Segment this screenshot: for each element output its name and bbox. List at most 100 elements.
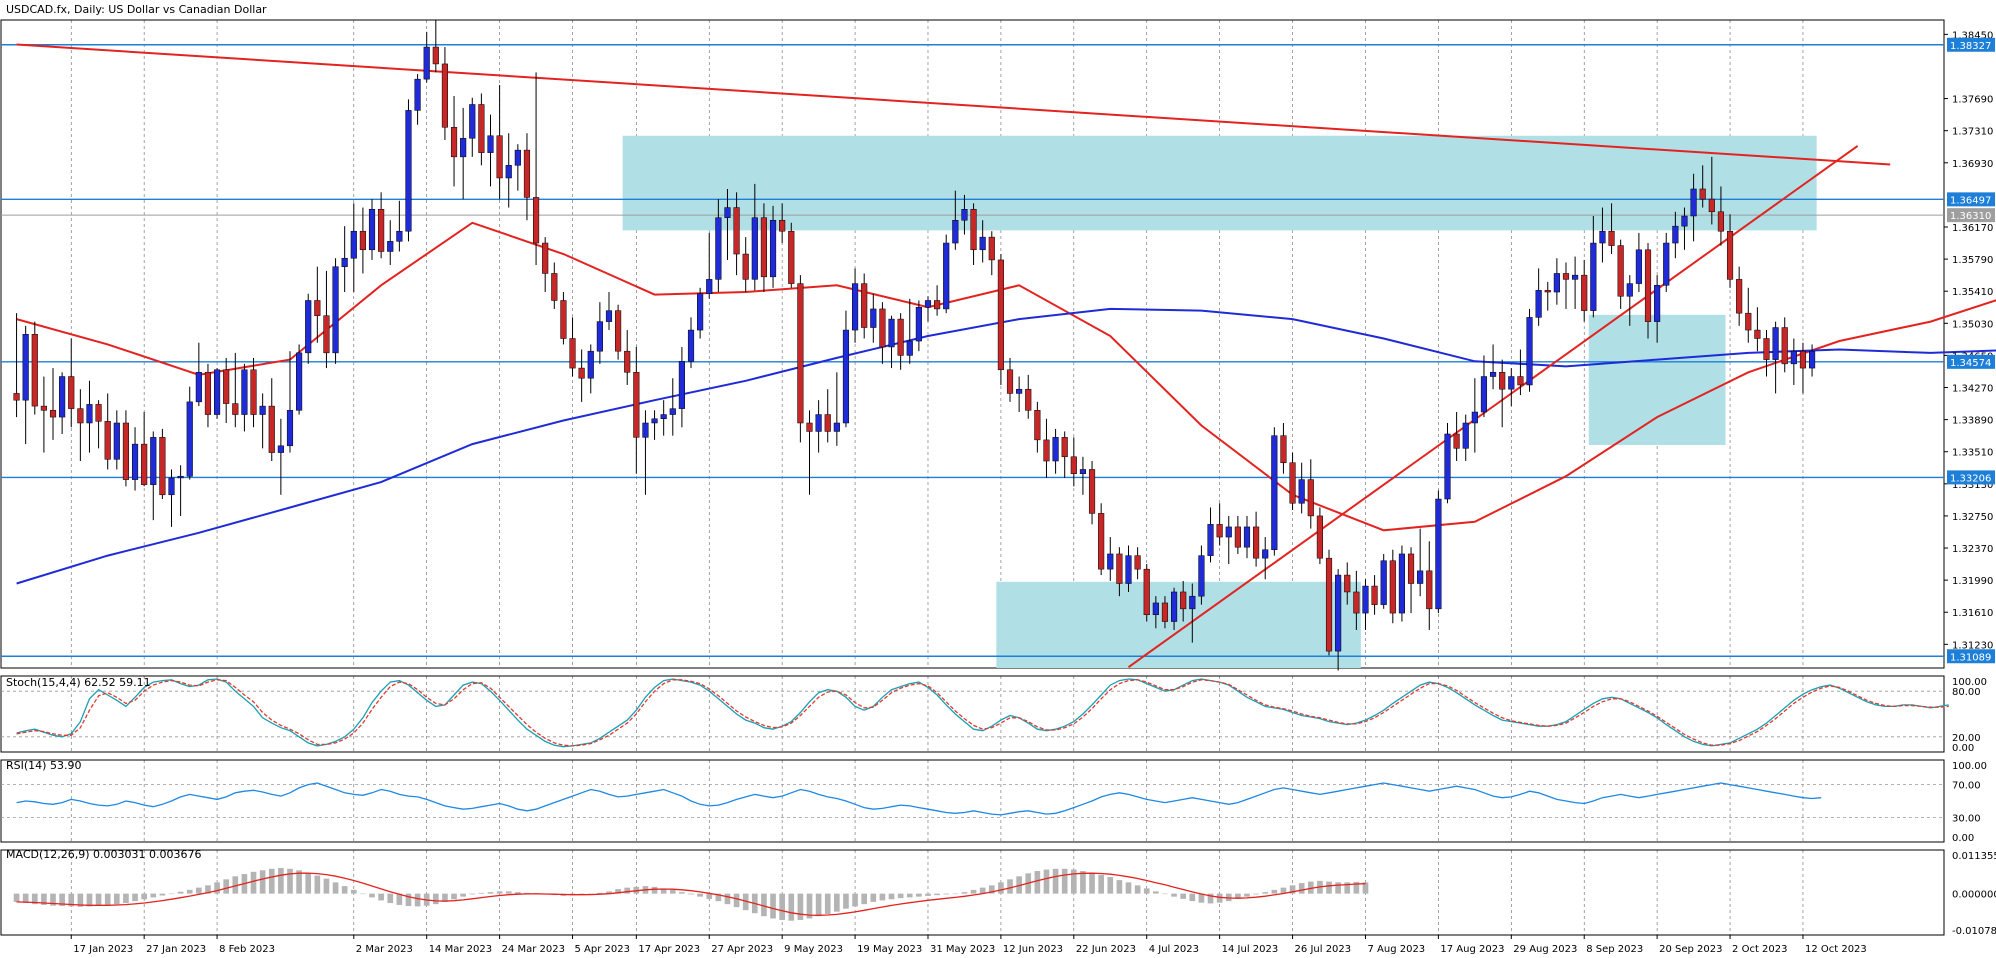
candle-body[interactable]	[1544, 290, 1551, 293]
candle-body[interactable]	[59, 376, 66, 418]
candle-body[interactable]	[1754, 329, 1761, 339]
candle-body[interactable]	[888, 318, 895, 348]
candle-body[interactable]	[779, 219, 786, 232]
candle-body[interactable]	[1344, 574, 1351, 593]
candle-body[interactable]	[1016, 388, 1023, 394]
candle-body[interactable]	[742, 253, 749, 280]
candle-body[interactable]	[168, 477, 175, 496]
candle-body[interactable]	[1280, 435, 1287, 463]
candle-body[interactable]	[797, 283, 804, 424]
candle-body[interactable]	[49, 410, 57, 418]
candle-body[interactable]	[1161, 602, 1169, 622]
candle-body[interactable]	[1070, 456, 1077, 474]
candle-body[interactable]	[1772, 327, 1779, 360]
candle-body[interactable]	[514, 149, 521, 166]
candle-body[interactable]	[1489, 372, 1497, 377]
candle-body[interactable]	[1626, 283, 1633, 297]
candle-body[interactable]	[1061, 437, 1068, 458]
candle-body[interactable]	[1799, 350, 1807, 369]
candle-body[interactable]	[1152, 602, 1159, 616]
candle-body[interactable]	[1672, 225, 1679, 244]
candle-body[interactable]	[678, 361, 685, 409]
candle-body[interactable]	[204, 372, 212, 415]
candle-body[interactable]	[1189, 595, 1196, 610]
candle-body[interactable]	[31, 334, 38, 407]
candle-body[interactable]	[131, 443, 139, 480]
candle-body[interactable]	[551, 273, 558, 301]
candle-body[interactable]	[1143, 568, 1150, 616]
candle-body[interactable]	[997, 259, 1004, 371]
candle-body[interactable]	[1717, 211, 1725, 232]
candle-body[interactable]	[1052, 437, 1059, 462]
candle-body[interactable]	[1617, 245, 1624, 297]
candle-body[interactable]	[1526, 317, 1533, 386]
candle-body[interactable]	[1407, 553, 1415, 584]
candle-body[interactable]	[1225, 526, 1232, 538]
candle-body[interactable]	[1380, 560, 1387, 605]
candle-body[interactable]	[1736, 279, 1743, 314]
candle-body[interactable]	[414, 78, 421, 111]
candle-body[interactable]	[1398, 553, 1406, 614]
candle-body[interactable]	[542, 242, 549, 274]
candle-body[interactable]	[1553, 273, 1560, 293]
candle-body[interactable]	[532, 197, 540, 244]
candle-body[interactable]	[979, 236, 986, 251]
candle-body[interactable]	[223, 369, 230, 404]
candle-body[interactable]	[332, 266, 339, 354]
candle-body[interactable]	[1745, 312, 1752, 331]
candle-body[interactable]	[651, 418, 658, 424]
candle-body[interactable]	[569, 338, 576, 369]
candle-body[interactable]	[1726, 230, 1734, 280]
candle-body[interactable]	[1699, 188, 1706, 200]
candle-body[interactable]	[1116, 553, 1123, 584]
candle-body[interactable]	[642, 422, 649, 438]
candle-body[interactable]	[523, 149, 531, 198]
candle-body[interactable]	[1790, 350, 1797, 365]
candle-body[interactable]	[751, 217, 758, 280]
candle-body[interactable]	[687, 329, 695, 362]
candle-body[interactable]	[1389, 560, 1396, 614]
candle-body[interactable]	[1763, 338, 1770, 360]
candle-body[interactable]	[934, 300, 941, 310]
candle-body[interactable]	[432, 46, 439, 65]
candle-body[interactable]	[943, 242, 950, 310]
candle-body[interactable]	[22, 334, 29, 401]
candle-body[interactable]	[915, 306, 922, 342]
candle-body[interactable]	[815, 414, 822, 432]
candle-body[interactable]	[1462, 422, 1469, 449]
candle-body[interactable]	[250, 369, 257, 415]
candle-body[interactable]	[186, 401, 193, 477]
candle-body[interactable]	[113, 422, 120, 460]
candle-body[interactable]	[1453, 433, 1460, 449]
candle-body[interactable]	[1480, 376, 1488, 413]
candle-body[interactable]	[241, 369, 248, 415]
candle-body[interactable]	[40, 405, 47, 411]
candle-body[interactable]	[851, 283, 859, 331]
candle-body[interactable]	[77, 408, 84, 424]
candle-body[interactable]	[1216, 524, 1223, 538]
candle-body[interactable]	[469, 104, 476, 139]
candle-body[interactable]	[387, 241, 394, 252]
candle-body[interactable]	[268, 405, 275, 453]
candle-body[interactable]	[861, 283, 868, 328]
candle-body[interactable]	[988, 236, 995, 261]
candle-body[interactable]	[13, 393, 20, 401]
candle-body[interactable]	[1581, 274, 1588, 311]
candle-body[interactable]	[1808, 350, 1816, 369]
candle-body[interactable]	[706, 279, 713, 294]
candle-body[interactable]	[1353, 591, 1360, 614]
candle-body[interactable]	[961, 208, 968, 221]
candle-body[interactable]	[1107, 553, 1114, 570]
candle-body[interactable]	[615, 310, 622, 352]
candle-body[interactable]	[141, 443, 148, 485]
candle-body[interactable]	[441, 63, 449, 128]
candle-body[interactable]	[1608, 230, 1615, 246]
candle-body[interactable]	[1079, 469, 1087, 474]
candle-body[interactable]	[305, 300, 312, 354]
candle-body[interactable]	[1134, 555, 1141, 570]
candle-body[interactable]	[1654, 285, 1661, 322]
candle-body[interactable]	[833, 422, 840, 432]
candle-body[interactable]	[587, 350, 594, 379]
candle-body[interactable]	[450, 127, 458, 158]
